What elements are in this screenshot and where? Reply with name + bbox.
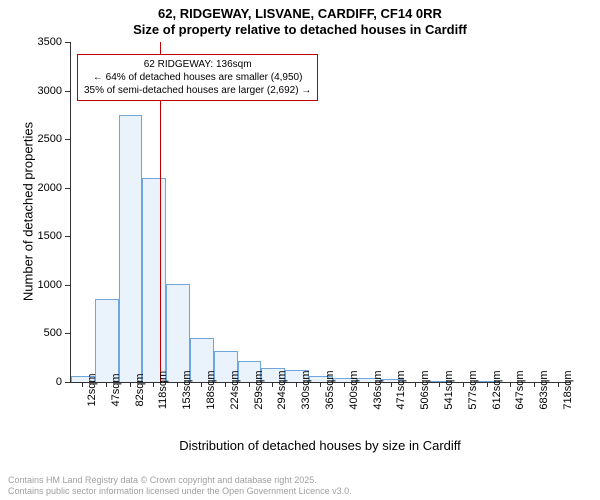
footer-line2: Contains public sector information licen… [8, 486, 352, 497]
y-tick-label: 500 [22, 327, 62, 339]
x-tick-label: 400sqm [348, 370, 360, 409]
x-tick-label: 436sqm [372, 370, 384, 409]
footer-attribution: Contains HM Land Registry data © Crown c… [8, 475, 352, 497]
y-tick-label: 1000 [22, 279, 62, 291]
x-tick-label: 612sqm [491, 370, 503, 409]
y-tick-label: 0 [22, 376, 62, 388]
y-tick-label: 2000 [22, 182, 62, 194]
x-tick-label: 294sqm [276, 370, 288, 409]
marker-line3: 35% of semi-detached houses are larger (… [84, 84, 311, 97]
x-tick [487, 382, 488, 387]
y-tick [65, 42, 70, 43]
x-tick-label: 506sqm [419, 370, 431, 409]
x-tick [82, 382, 83, 387]
plot-area: 62 RIDGEWAY: 136sqm← 64% of detached hou… [70, 42, 571, 383]
x-tick-label: 365sqm [324, 370, 336, 409]
x-tick-label: 330sqm [300, 370, 312, 409]
x-tick [368, 382, 369, 387]
x-axis-label: Distribution of detached houses by size … [70, 438, 570, 453]
x-tick-label: 683sqm [538, 370, 550, 409]
x-tick-label: 471sqm [395, 370, 407, 409]
x-tick-label: 12sqm [86, 373, 98, 406]
x-tick [272, 382, 273, 387]
x-tick [153, 382, 154, 387]
x-tick-label: 82sqm [134, 373, 146, 406]
x-tick [249, 382, 250, 387]
title-line2: Size of property relative to detached ho… [0, 22, 600, 38]
x-tick [534, 382, 535, 387]
x-tick [344, 382, 345, 387]
y-tick [65, 139, 70, 140]
y-tick [65, 382, 70, 383]
x-tick-label: 47sqm [110, 373, 122, 406]
y-tick [65, 236, 70, 237]
x-tick [439, 382, 440, 387]
chart-container: 62, RIDGEWAY, LISVANE, CARDIFF, CF14 0RR… [0, 0, 600, 500]
x-tick-label: 259sqm [253, 370, 265, 409]
x-tick [558, 382, 559, 387]
footer-line1: Contains HM Land Registry data © Crown c… [8, 475, 352, 486]
x-tick-label: 647sqm [514, 370, 526, 409]
histogram-bar [166, 284, 190, 382]
x-tick [320, 382, 321, 387]
property-marker-box: 62 RIDGEWAY: 136sqm← 64% of detached hou… [77, 54, 318, 101]
y-tick [65, 333, 70, 334]
histogram-bar [95, 299, 119, 382]
x-tick [391, 382, 392, 387]
marker-line1: 62 RIDGEWAY: 136sqm [84, 58, 311, 71]
x-tick-label: 224sqm [229, 370, 241, 409]
y-tick-label: 2500 [22, 133, 62, 145]
x-tick-label: 188sqm [205, 370, 217, 409]
chart-title: 62, RIDGEWAY, LISVANE, CARDIFF, CF14 0RR… [0, 0, 600, 37]
x-tick-label: 153sqm [181, 370, 193, 409]
x-tick [177, 382, 178, 387]
x-tick [510, 382, 511, 387]
y-tick [65, 188, 70, 189]
x-tick [201, 382, 202, 387]
y-tick [65, 91, 70, 92]
x-tick [225, 382, 226, 387]
x-tick [296, 382, 297, 387]
x-tick-label: 541sqm [443, 370, 455, 409]
histogram-bar [142, 178, 166, 382]
y-tick-label: 3500 [22, 36, 62, 48]
title-line1: 62, RIDGEWAY, LISVANE, CARDIFF, CF14 0RR [0, 6, 600, 22]
x-tick [130, 382, 131, 387]
y-tick [65, 285, 70, 286]
x-tick-label: 577sqm [467, 370, 479, 409]
y-tick-label: 3000 [22, 85, 62, 97]
x-tick [415, 382, 416, 387]
histogram-bar [119, 115, 143, 382]
x-tick-label: 718sqm [562, 370, 574, 409]
marker-line2: ← 64% of detached houses are smaller (4,… [84, 71, 311, 84]
y-tick-label: 1500 [22, 230, 62, 242]
x-tick [106, 382, 107, 387]
x-tick-label: 118sqm [157, 371, 169, 409]
x-tick [463, 382, 464, 387]
